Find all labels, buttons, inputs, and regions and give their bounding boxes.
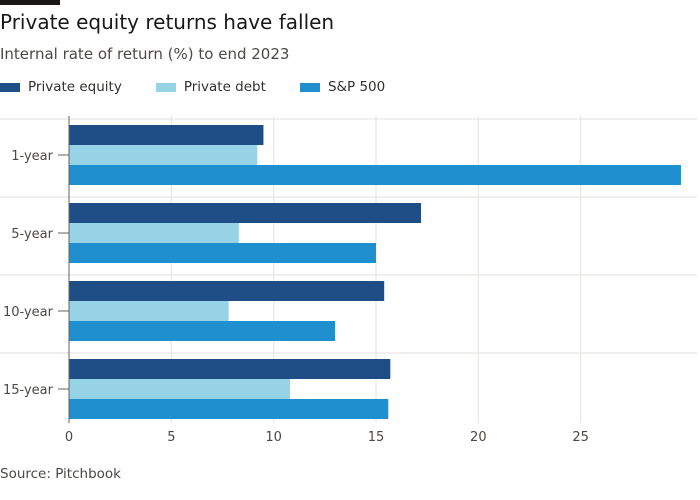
bar-s-p-500-15-year bbox=[69, 399, 389, 419]
legend-swatch-private-equity bbox=[0, 82, 20, 92]
y-category-label: 1-year bbox=[11, 149, 53, 164]
bar-private-debt-10-year bbox=[69, 301, 229, 321]
x-tick-label: 20 bbox=[470, 430, 487, 445]
legend-label-private-debt: Private debt bbox=[183, 79, 266, 95]
legend-item-private-equity: Private equity bbox=[0, 79, 122, 95]
x-tick-label: 0 bbox=[65, 430, 73, 445]
bar-private-debt-5-year bbox=[69, 223, 239, 243]
legend-swatch-sp500 bbox=[299, 82, 320, 92]
bar-s-p-500-1-year bbox=[69, 165, 681, 185]
legend-swatch-private-debt bbox=[155, 82, 176, 92]
header-accent-bar bbox=[0, 0, 60, 5]
bar-private-equity-5-year bbox=[69, 203, 422, 223]
legend-label-private-equity: Private equity bbox=[28, 79, 122, 95]
chart-title: Private equity returns have fallen bbox=[0, 10, 335, 34]
x-tick-label: 5 bbox=[167, 430, 175, 445]
bar-private-equity-1-year bbox=[69, 125, 264, 145]
chart-legend: Private equity Private debt S&P 500 bbox=[0, 77, 419, 97]
x-tick-label: 10 bbox=[265, 430, 282, 445]
bar-private-equity-10-year bbox=[69, 281, 385, 301]
bar-private-equity-15-year bbox=[69, 359, 391, 379]
legend-label-sp500: S&P 500 bbox=[327, 79, 386, 95]
legend-item-private-debt: Private debt bbox=[155, 79, 266, 95]
x-tick-label: 25 bbox=[572, 430, 589, 445]
y-category-label: 5-year bbox=[11, 227, 53, 242]
bar-s-p-500-5-year bbox=[69, 243, 376, 263]
y-category-label: 10-year bbox=[3, 305, 54, 320]
y-category-label: 15-year bbox=[3, 383, 54, 398]
source-note: Source: Pitchbook bbox=[0, 466, 121, 482]
chart-subtitle: Internal rate of return (%) to end 2023 bbox=[0, 45, 290, 63]
bar-private-debt-1-year bbox=[69, 145, 258, 165]
x-tick-label: 15 bbox=[368, 430, 385, 445]
bar-private-debt-15-year bbox=[69, 379, 291, 399]
legend-item-sp500: S&P 500 bbox=[299, 79, 386, 95]
bar-s-p-500-10-year bbox=[69, 321, 336, 341]
